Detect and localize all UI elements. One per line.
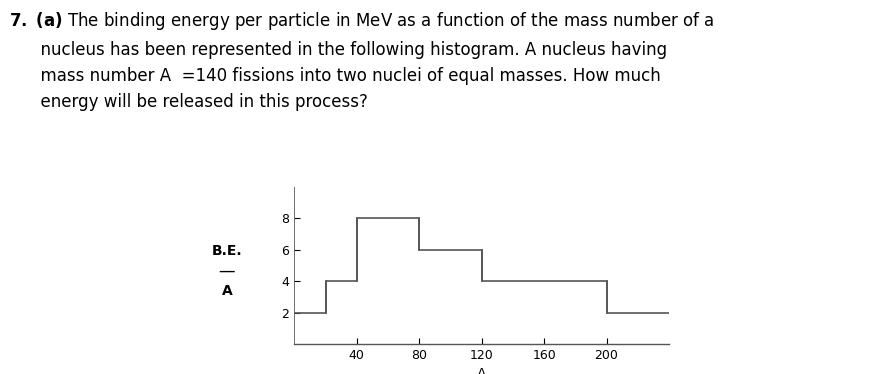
Text: $\mathbf{7.\ (a)}$ The binding energy per particle in MeV as a function of the m: $\mathbf{7.\ (a)}$ The binding energy pe…	[9, 10, 714, 111]
Text: A: A	[221, 284, 232, 298]
Text: —: —	[219, 261, 235, 279]
X-axis label: A: A	[477, 368, 486, 374]
Y-axis label: B.E.
A: B.E. A	[0, 373, 1, 374]
Text: B.E.: B.E.	[211, 244, 243, 258]
